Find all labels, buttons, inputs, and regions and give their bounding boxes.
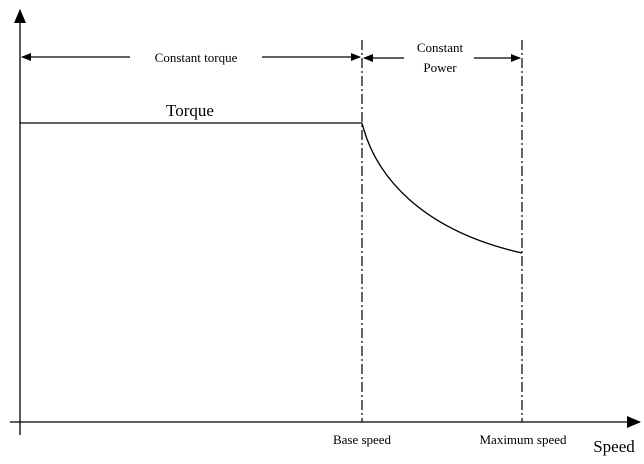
torque-curve bbox=[361, 122, 523, 254]
axis-label: Base speed bbox=[333, 432, 392, 447]
axis-title: Speed bbox=[593, 437, 635, 456]
region-label: Constant bbox=[417, 40, 464, 55]
curve-label: Torque bbox=[166, 101, 214, 120]
region-label: Power bbox=[423, 60, 457, 75]
axis-label: Maximum speed bbox=[479, 432, 567, 447]
region-label: Constant torque bbox=[155, 50, 238, 65]
